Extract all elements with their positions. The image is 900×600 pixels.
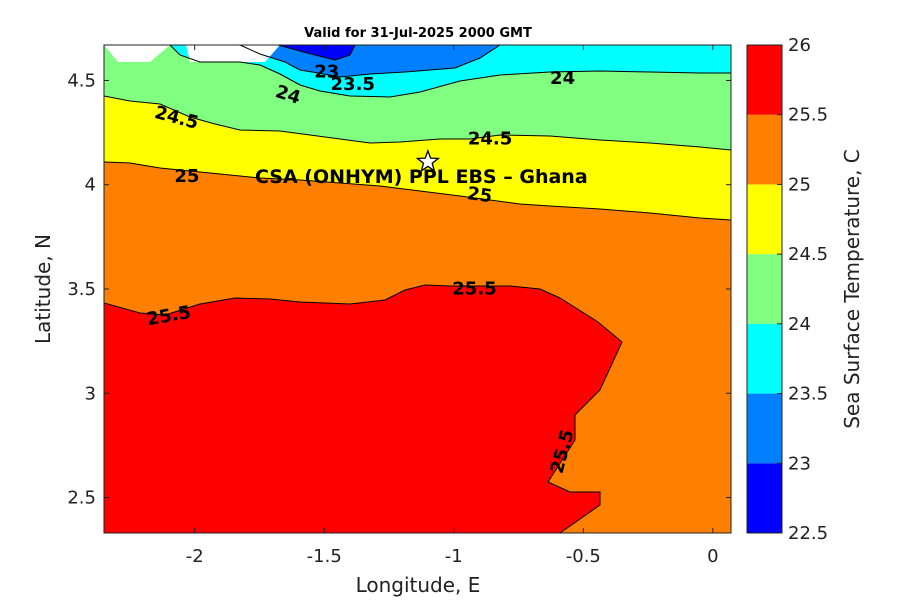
x-tick-label: -2 <box>186 546 204 567</box>
colorbar-tick-label: 25 <box>788 174 811 195</box>
colorbar-swatch <box>747 254 782 324</box>
y-tick-label: 4 <box>85 175 96 196</box>
colorbar-tick-label: 23 <box>788 453 811 474</box>
y-tick-label: 4.5 <box>67 70 96 91</box>
colorbar-tick-label: 26 <box>788 35 811 56</box>
colorbar-tick-label: 24.5 <box>788 244 828 265</box>
colorbar-swatch <box>747 393 782 464</box>
contour-label: 25 <box>174 166 199 187</box>
contour-label: 24.5 <box>468 128 512 149</box>
contour-label: 23.5 <box>331 74 375 95</box>
colorbar-tick-label: 22.5 <box>788 523 828 544</box>
chart-title: Valid for 31-Jul-2025 2000 GMT <box>304 26 532 41</box>
x-axis-label: Longitude, E <box>356 573 481 597</box>
contour-label: 25.5 <box>452 279 496 300</box>
contour-label: 23 <box>314 62 339 83</box>
colorbar: 22.5 23 23.5 24 24.5 25 25.5 26 <box>747 35 828 544</box>
site-label: CSA (ONHYM) PPL EBS – Ghana <box>255 166 588 188</box>
colorbar-tick-label: 23.5 <box>788 384 828 405</box>
colorbar-label: Sea Surface Temperature, C <box>840 149 864 429</box>
band-23-23.5 <box>240 45 500 77</box>
y-axis-ticks: 2.5 3 3.5 4 4.5 <box>67 70 731 509</box>
contour-lines <box>103 44 732 534</box>
colorbar-tick-label: 25.5 <box>788 105 828 126</box>
contour-line-25 <box>103 161 732 221</box>
band-22.5-23 <box>278 45 355 60</box>
site-marker-group: CSA (ONHYM) PPL EBS – Ghana <box>255 148 588 188</box>
colorbar-swatch <box>747 184 782 255</box>
contour-line-25.5 <box>103 284 623 534</box>
contour-label: 24 <box>550 68 575 89</box>
contour-line-24 <box>169 44 731 98</box>
x-tick-label: -1.5 <box>307 546 342 567</box>
x-tick-label: -0.5 <box>566 546 601 567</box>
y-tick-label: 2.5 <box>67 488 96 509</box>
colorbar-swatch <box>747 323 782 394</box>
x-axis-ticks: -2 -1.5 -1 -0.5 0 <box>186 45 719 567</box>
colorbar-swatch <box>747 114 782 185</box>
x-tick-label: -1 <box>445 546 463 567</box>
contour-label: 25 <box>466 183 494 207</box>
x-tick-label: 0 <box>707 546 718 567</box>
contour-line-23 <box>277 44 356 61</box>
no-data-region <box>104 45 280 62</box>
y-tick-label: 3 <box>85 383 96 404</box>
colorbar-swatch <box>747 45 782 115</box>
contour-line-23.5 <box>239 44 501 78</box>
site-star-icon <box>415 148 441 173</box>
contour-line-24.5 <box>103 95 732 151</box>
colorbar-swatch <box>747 463 782 533</box>
y-tick-label: 3.5 <box>67 279 96 300</box>
colorbar-tick-label: 24 <box>788 314 811 335</box>
colorbar-frame <box>746 44 783 534</box>
y-axis-label: Latitude, N <box>31 234 55 344</box>
